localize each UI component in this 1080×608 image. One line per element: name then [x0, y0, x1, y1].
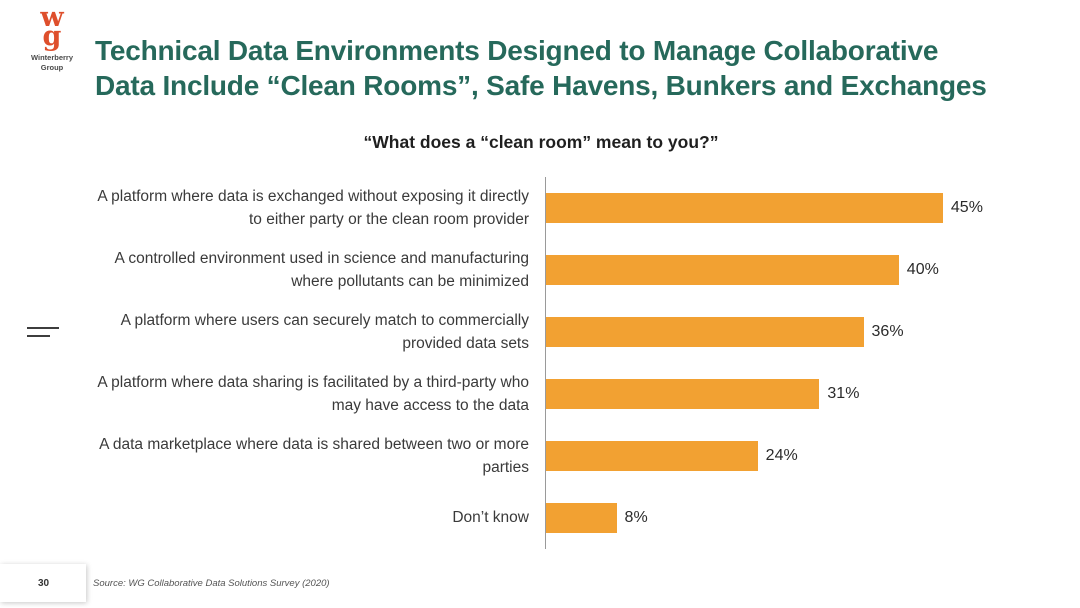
- logo-caption: Winterberry Group: [30, 52, 74, 72]
- chart-title: “What does a “clean room” mean to you?”: [363, 132, 719, 152]
- bar-value: 36%: [871, 323, 904, 340]
- page-number-box: 30: [0, 564, 86, 602]
- bar: [546, 379, 820, 409]
- slide-title: Technical Data Environments Designed to …: [95, 34, 987, 101]
- bar-area: 31%: [545, 363, 987, 425]
- bar-area: 8%: [545, 487, 987, 549]
- bar: [546, 441, 758, 471]
- bar-value: 8%: [624, 509, 648, 526]
- logo-letter-w: w: [40, 2, 64, 33]
- bar-value: 40%: [906, 261, 939, 278]
- chart-rows: A platform where data is exchanged witho…: [95, 177, 987, 549]
- winterberry-logo: w g Winterberry Group: [20, 2, 84, 72]
- bar-value: 24%: [765, 447, 798, 464]
- dash-line-bottom: [27, 335, 50, 337]
- chart-row: A data marketplace where data is shared …: [95, 425, 987, 487]
- bar-area: 36%: [545, 301, 987, 363]
- chart-row: A platform where data sharing is facilit…: [95, 363, 987, 425]
- bar: [546, 317, 864, 347]
- bar-label: A platform where data is exchanged witho…: [97, 187, 529, 228]
- bar-label: A data marketplace where data is shared …: [99, 435, 529, 476]
- page-number: 30: [38, 577, 50, 589]
- bar-area: 45%: [545, 177, 987, 239]
- chart-row: Don’t know 8%: [95, 487, 987, 549]
- bar-value: 45%: [950, 199, 983, 216]
- chart-row: A controlled environment used in science…: [95, 239, 987, 301]
- bar-label: Don’t know: [452, 509, 529, 527]
- dash-line-top: [27, 327, 59, 329]
- bar-label: A platform where data sharing is facilit…: [97, 373, 529, 414]
- logo-letter-g: g: [42, 21, 62, 53]
- double-dash-icon: [27, 327, 59, 337]
- logo-monogram-icon: w g: [20, 2, 84, 53]
- chart-row: A platform where data is exchanged witho…: [95, 177, 987, 239]
- clean-room-bar-chart: “What does a “clean room” mean to you?” …: [95, 132, 987, 549]
- bar-label: A platform where users can securely matc…: [120, 311, 529, 352]
- bar-area: 40%: [545, 239, 987, 301]
- source-note: Source: WG Collaborative Data Solutions …: [93, 578, 330, 589]
- bar-value: 31%: [827, 385, 860, 402]
- bar: [546, 255, 899, 285]
- bar-area: 24%: [545, 425, 987, 487]
- bar-label: A controlled environment used in science…: [114, 249, 529, 290]
- chart-row: A platform where users can securely matc…: [95, 301, 987, 363]
- bar: [546, 503, 617, 533]
- bar: [546, 193, 943, 223]
